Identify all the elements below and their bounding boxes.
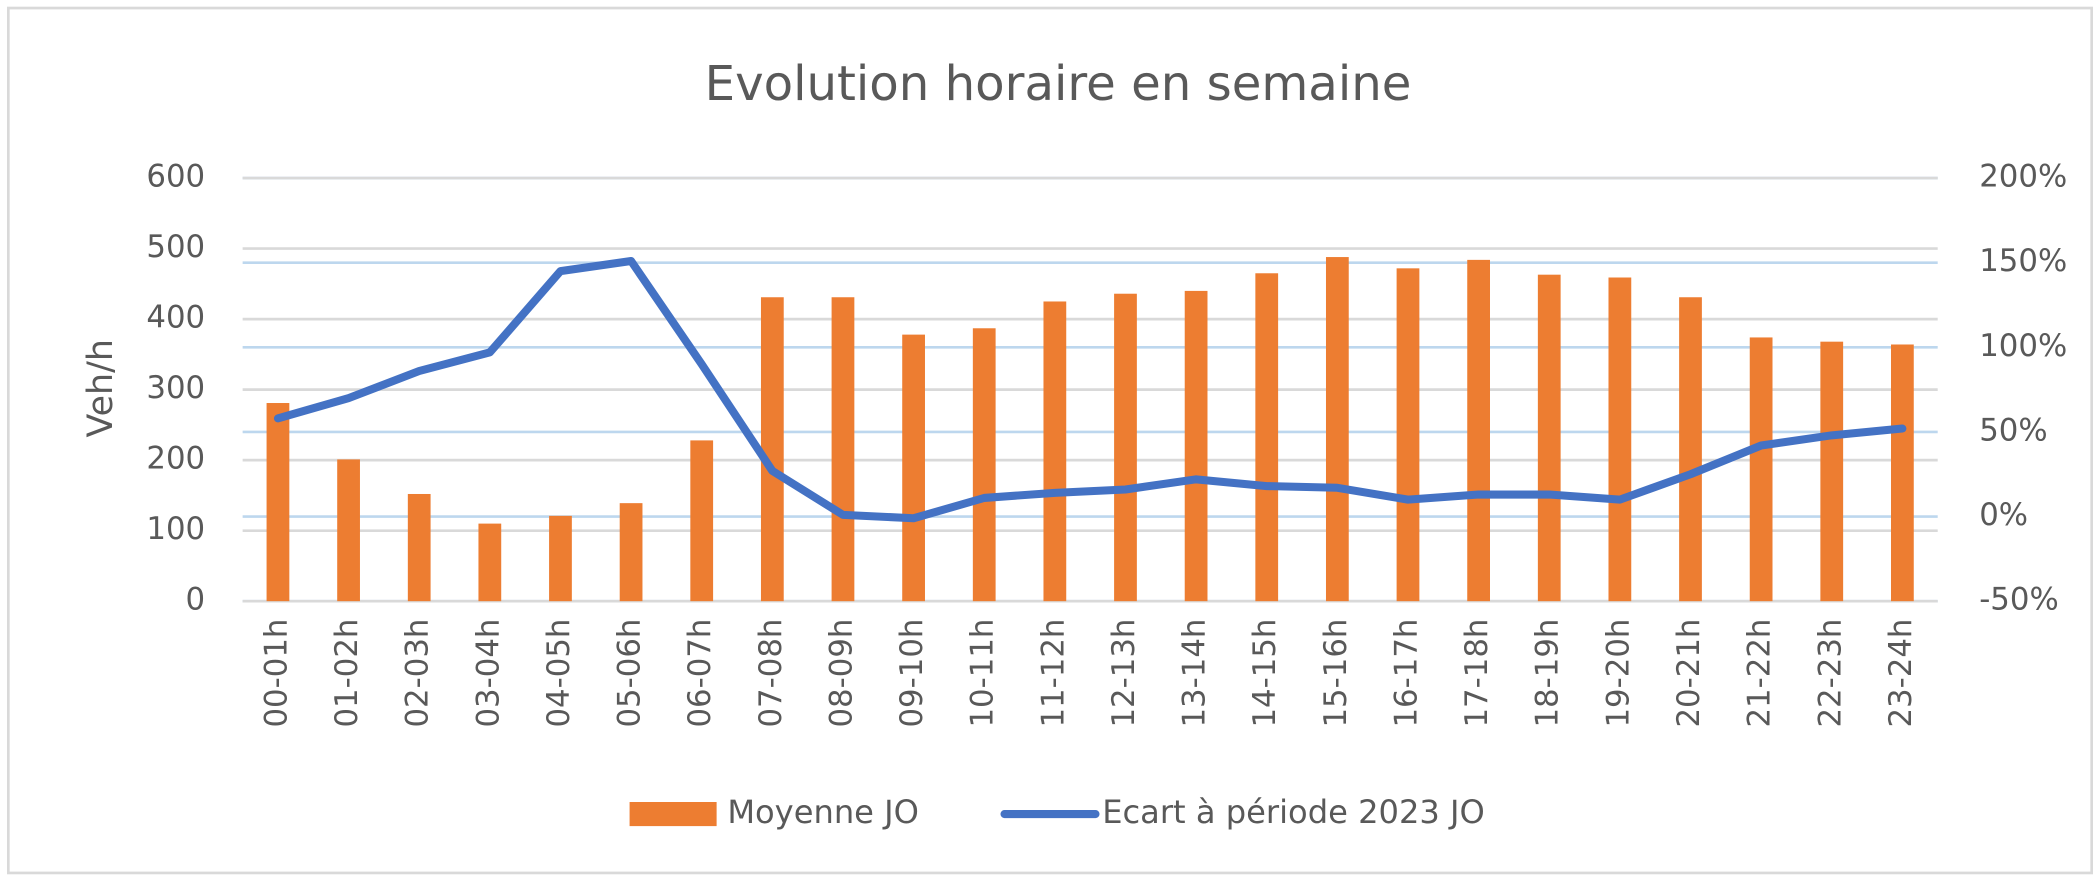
x-tick-label: 19-20h <box>1600 619 1636 728</box>
x-tick-label: 11-12h <box>1035 619 1071 728</box>
chart-title: Evolution horaire en semaine <box>705 56 1412 112</box>
x-tick-label: 15-16h <box>1318 619 1354 728</box>
x-tick-label: 06-07h <box>682 619 718 728</box>
legend-label: Ecart à période 2023 JO <box>1102 793 1485 831</box>
bar <box>1184 290 1208 602</box>
bar <box>760 297 784 602</box>
y-tick-label: 500 <box>146 229 205 265</box>
x-tick-label: 10-11h <box>965 619 1001 728</box>
x-tick-label: 09-10h <box>894 619 930 728</box>
bar <box>831 297 855 602</box>
y2-tick-label: 200% <box>1979 159 2067 195</box>
x-tick-label: 03-04h <box>470 619 506 728</box>
x-tick-label: 21-22h <box>1742 619 1778 728</box>
bar <box>1396 268 1420 602</box>
y2-tick-label: 150% <box>1979 243 2067 279</box>
x-tick-label: 12-13h <box>1106 619 1142 728</box>
bar <box>1749 337 1773 602</box>
x-tick-label: 07-08h <box>753 619 789 728</box>
bar <box>972 328 996 602</box>
bar <box>1608 277 1632 602</box>
bar <box>407 493 431 602</box>
bar <box>266 403 290 602</box>
y-tick-label: 400 <box>146 300 205 336</box>
x-tick-label: 13-14h <box>1177 619 1213 728</box>
y2-tick-label: 50% <box>1979 412 2047 448</box>
legend-swatch <box>629 802 717 827</box>
y-tick-label: 300 <box>146 370 205 406</box>
bar <box>1679 297 1702 602</box>
bar <box>478 523 502 602</box>
x-tick-label: 20-21h <box>1671 619 1707 728</box>
bar <box>1820 341 1844 602</box>
x-tick-label: 18-19h <box>1530 619 1566 728</box>
y2-tick-label: -50% <box>1979 582 2059 618</box>
x-tick-label: 01-02h <box>329 619 365 728</box>
x-tick-label: 02-03h <box>400 619 436 728</box>
bar <box>1537 274 1561 602</box>
x-tick-label: 14-15h <box>1247 619 1283 728</box>
x-tick-label: 22-23h <box>1812 619 1848 728</box>
bar <box>690 440 714 602</box>
x-tick-label: 04-05h <box>541 619 577 728</box>
y2-tick-label: 0% <box>1979 497 2028 533</box>
bar <box>1325 257 1349 602</box>
bar <box>902 334 925 602</box>
bar <box>619 503 643 602</box>
x-tick-label: 17-18h <box>1459 619 1495 728</box>
y-tick-label: 100 <box>146 511 205 547</box>
bar <box>1467 259 1490 602</box>
bar <box>549 515 572 602</box>
x-tick-label: 05-06h <box>612 619 648 728</box>
y-tick-label: 0 <box>186 582 206 618</box>
y-tick-label: 200 <box>146 441 205 477</box>
y2-tick-label: 100% <box>1979 328 2067 364</box>
legend-label: Moyenne JO <box>727 793 919 831</box>
x-tick-label: 23-24h <box>1883 619 1919 728</box>
bar <box>1255 273 1279 602</box>
bar <box>1043 301 1067 602</box>
x-tick-label: 08-09h <box>823 619 859 728</box>
x-tick-label: 00-01h <box>258 619 294 728</box>
bar <box>337 459 360 602</box>
y-axis-label: Veh/h <box>81 339 121 437</box>
x-tick-label: 16-17h <box>1388 619 1424 728</box>
bar <box>1891 344 1914 602</box>
y-tick-label: 600 <box>146 159 205 195</box>
line <box>273 256 1907 523</box>
bar <box>1114 293 1137 602</box>
